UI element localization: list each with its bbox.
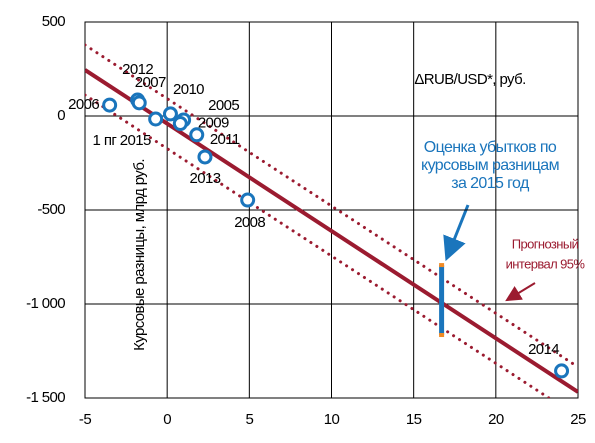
x-tick-label: -5 bbox=[79, 411, 91, 428]
point-label: 2011 bbox=[210, 131, 240, 148]
interval-upper bbox=[85, 43, 578, 369]
y-tick-label: 500 bbox=[42, 13, 65, 30]
point-label: 2013 bbox=[189, 170, 220, 187]
interval-lower bbox=[85, 93, 552, 398]
interval-arrow bbox=[505, 282, 536, 302]
point bbox=[554, 363, 570, 379]
fit-line bbox=[85, 68, 578, 394]
point bbox=[240, 192, 256, 208]
x-tick-label: 15 bbox=[406, 411, 422, 428]
point bbox=[102, 97, 118, 113]
y-axis-label: Курсовые разницы, млрд руб. bbox=[131, 159, 148, 351]
plot-area bbox=[85, 43, 578, 398]
point bbox=[197, 149, 213, 165]
x-tick-label: 10 bbox=[324, 411, 340, 428]
point-label: 2012 bbox=[122, 61, 153, 78]
x-tick-label: 20 bbox=[488, 411, 504, 428]
x-axis-label: ΔRUB/USD*, руб. bbox=[414, 71, 525, 88]
x-tick-label: 0 bbox=[163, 411, 171, 428]
y-tick-label: -1 000 bbox=[26, 295, 65, 312]
x-tick-label: 5 bbox=[245, 411, 253, 428]
estimate-text: Оценка убытков по bbox=[424, 139, 557, 156]
point-label: 1 пг 2015 bbox=[93, 132, 151, 149]
estimate-text: курсовым разницам bbox=[421, 157, 559, 174]
interval-label: интервал 95% bbox=[506, 256, 586, 271]
point-label: 2010 bbox=[173, 81, 204, 98]
point bbox=[148, 111, 164, 127]
point-label: 2006 bbox=[68, 96, 99, 113]
point-label: 2005 bbox=[208, 97, 239, 114]
point bbox=[189, 127, 205, 143]
point bbox=[131, 95, 147, 111]
x-tick-label: 25 bbox=[570, 411, 586, 428]
point bbox=[172, 116, 188, 132]
estimate-text: за 2015 год bbox=[451, 175, 530, 192]
point-label: 2008 bbox=[234, 214, 265, 231]
point-label: 2014 bbox=[528, 341, 559, 358]
y-tick-label: -500 bbox=[37, 201, 65, 218]
point-label: 2009 bbox=[198, 114, 229, 131]
point-label: 2007 bbox=[135, 74, 166, 91]
estimate-arrow bbox=[443, 204, 470, 262]
interval-label: Прогнозный bbox=[512, 236, 579, 251]
y-tick-label: 0 bbox=[57, 107, 65, 124]
y-tick-label: -1 500 bbox=[26, 389, 65, 406]
point bbox=[162, 106, 178, 122]
